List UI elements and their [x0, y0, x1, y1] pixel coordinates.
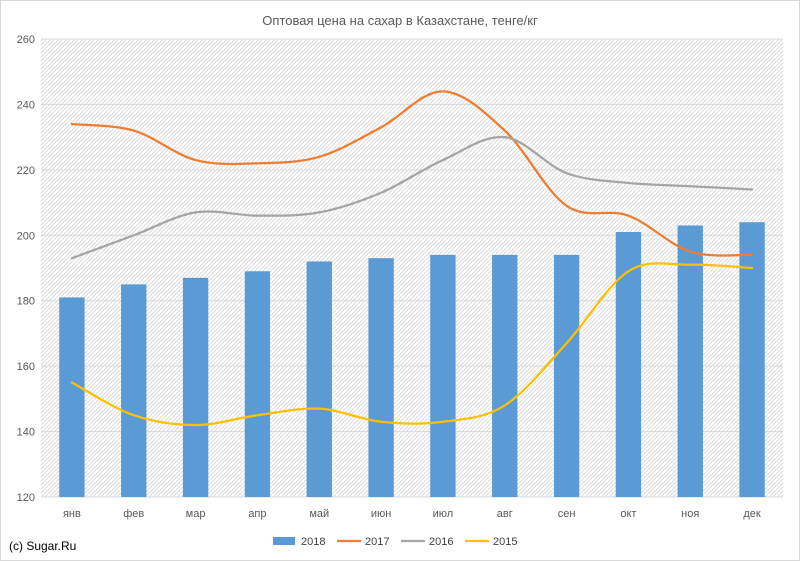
bar-2018-апр	[244, 271, 271, 497]
x-tick-label: авг	[497, 508, 513, 520]
x-tick-label: ноя	[681, 508, 699, 520]
y-tick-label: 240	[17, 99, 35, 111]
x-tick-label: янв	[63, 508, 81, 520]
legend-item-2016: 2016	[401, 536, 453, 548]
bar-2018-июн	[368, 258, 394, 497]
x-tick-label: окт	[620, 508, 636, 520]
bar-2018-авг	[492, 254, 518, 497]
chart-title: Оптовая цена на сахар в Казахстане, тенг…	[262, 13, 538, 28]
legend-label: 2015	[493, 536, 517, 548]
y-tick-label: 200	[17, 230, 35, 242]
x-tick-label: июн	[371, 508, 391, 520]
legend-item-2015: 2015	[465, 536, 517, 548]
x-tick-label: апр	[248, 508, 266, 520]
bar-2018-сен	[553, 254, 580, 497]
y-tick-label: 140	[17, 427, 35, 439]
y-tick-label: 180	[17, 296, 35, 308]
bar-2018-ноя	[677, 225, 703, 497]
legend-label: 2017	[365, 536, 389, 548]
x-tick-label: мар	[186, 508, 206, 520]
bar-2018-июл	[430, 254, 456, 497]
bars-2018	[59, 222, 765, 497]
legend-item-2018: 2018	[273, 536, 325, 548]
x-tick-label: май	[309, 508, 329, 520]
bar-2018-дек	[739, 222, 765, 497]
y-tick-label: 120	[17, 492, 35, 504]
y-tick-label: 260	[17, 34, 35, 46]
bar-2018-янв	[59, 297, 85, 497]
legend-label: 2016	[429, 536, 453, 548]
legend-label: 2018	[301, 536, 325, 548]
bar-2018-май	[306, 261, 332, 497]
legend: 2018 2017 2016 2015	[273, 536, 517, 548]
series-lines	[70, 90, 754, 427]
line-2017	[70, 90, 754, 257]
credit-text: (c) Sugar.Ru	[9, 539, 77, 553]
x-tick-label: июл	[433, 508, 454, 520]
line-2016	[70, 135, 754, 260]
bar-2018-фев	[121, 284, 147, 497]
legend-swatch	[273, 537, 295, 545]
y-tick-label: 220	[17, 165, 35, 177]
x-tick-label: дек	[743, 508, 761, 520]
y-tick-label: 160	[17, 361, 35, 373]
line-2015	[70, 262, 754, 427]
x-axis-ticks: янв фев мар апр май июн июл авг сен окт ноя дек	[63, 508, 761, 520]
bar-2018-мар	[182, 277, 209, 497]
x-tick-label: сен	[558, 508, 576, 520]
bar-2018-окт	[615, 232, 642, 497]
legend-item-2017: 2017	[337, 536, 389, 548]
y-axis-ticks: 120 140 160 180 200 220 240 260	[17, 34, 35, 504]
plot-area	[41, 39, 783, 497]
gridlines	[41, 38, 783, 498]
x-tick-label: фев	[123, 508, 144, 520]
